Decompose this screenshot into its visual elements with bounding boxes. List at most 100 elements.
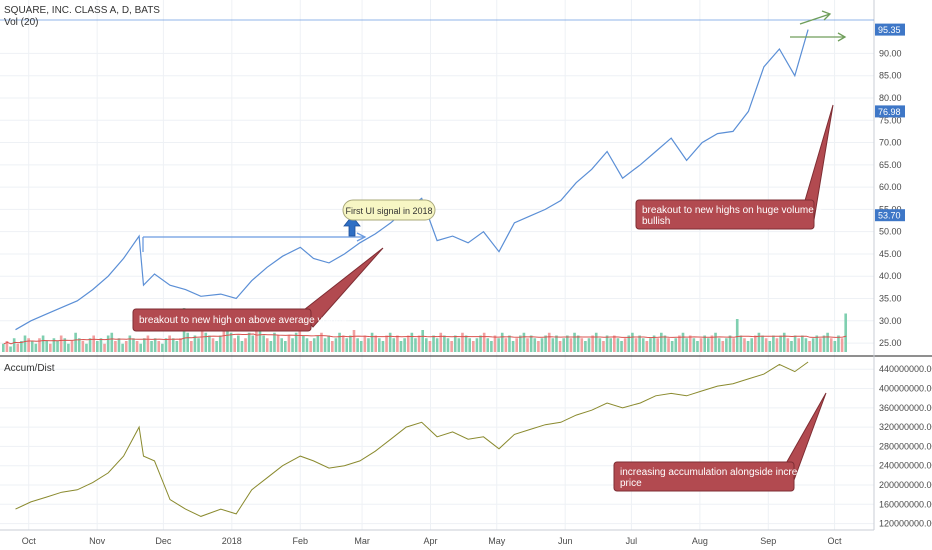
volume-bar (486, 338, 490, 352)
volume-bar (573, 332, 576, 352)
volume-bar (493, 335, 497, 352)
accum-dist-axis-label: 320000000.0000 (879, 422, 932, 432)
volume-bar (399, 341, 403, 352)
volume-bar (844, 313, 847, 352)
volume-bar (349, 335, 352, 352)
volume-bar (359, 341, 363, 352)
volume-bar (551, 338, 555, 352)
volume-bar (85, 343, 88, 352)
volume-bar (226, 327, 229, 352)
volume-bar (511, 341, 515, 352)
price-axis[interactable]: 25.0030.0035.0040.0045.0050.0055.0060.00… (879, 48, 902, 348)
volume-bar (316, 335, 320, 352)
accum-dist-axis-label: 360000000.0000 (879, 403, 932, 413)
volume-bar (663, 335, 667, 352)
volume-bar (381, 341, 385, 352)
volume-bar (764, 338, 768, 352)
volume-bar (432, 335, 435, 352)
price-axis-label: 50.00 (879, 227, 902, 237)
volume-bar (27, 338, 30, 352)
volume-bar (801, 335, 804, 352)
signal-note-bubble (342, 199, 436, 221)
volume-bar (251, 335, 255, 352)
volume-bar (522, 332, 526, 352)
volume-bar (537, 341, 540, 352)
volume-bar (808, 341, 811, 352)
volume-bar (840, 338, 844, 352)
volume-bar (161, 343, 164, 352)
price-axis-label: 75.00 (879, 115, 902, 125)
callout-2-text-line-1: breakout to new highs on huge volume is (642, 205, 824, 216)
volume-bar (110, 332, 114, 352)
volume-bar (323, 338, 327, 352)
volume-bar (374, 335, 377, 352)
volume-bar (504, 338, 508, 352)
breakout-drawing-1[interactable] (142, 232, 367, 252)
volume-bar (363, 335, 367, 352)
volume-bar (435, 338, 439, 352)
volume-bar (670, 341, 674, 352)
symbol-title[interactable]: SQUARE, INC. CLASS A, D, BATS (4, 5, 160, 16)
volume-bar (627, 335, 631, 352)
volume-bar (291, 338, 294, 352)
accum-dist-indicator-label[interactable]: Accum/Dist (4, 363, 55, 374)
volume-bar (200, 330, 204, 352)
volume-bar (743, 338, 746, 352)
volume-bar (685, 338, 688, 352)
volume-bar (790, 341, 793, 352)
callout-3[interactable]: increasing accumulation alongside increa… (613, 392, 827, 492)
volume-bar (67, 343, 70, 352)
volume-bar (117, 338, 121, 352)
callout-2-text-line-2: bullish (642, 216, 670, 227)
signal-note[interactable]: First UI signal in 2018 (342, 199, 436, 221)
time-axis[interactable]: Oct Nov Dec 2018 Feb Mar Apr May Jun Jul Aug Sep Oct (22, 536, 842, 546)
accum-dist-axis-label: 240000000.0000 (879, 461, 932, 471)
time-axis-label: Jul (626, 536, 638, 546)
price-badge-label: 76.98 (878, 107, 901, 117)
accum-dist-axis[interactable]: 120000000.0000 160000000.0000 200000000.00… (879, 364, 932, 528)
volume-bar (287, 335, 291, 352)
volume-indicator-label[interactable]: Vol (20) (4, 17, 38, 28)
volume-bar (70, 341, 74, 352)
volume-bar (482, 332, 486, 352)
volume-bar (327, 335, 330, 352)
volume-bar (826, 332, 829, 352)
price-axis-label: 45.00 (879, 249, 902, 259)
volume-bar (146, 335, 150, 352)
volume-bar (240, 341, 244, 352)
callout-3-text-line-2: price (620, 478, 642, 489)
time-axis-label: Oct (827, 536, 842, 546)
volume-bar (829, 338, 833, 352)
volume-bar (56, 341, 59, 352)
volume-bar (555, 335, 558, 352)
volume-bar (645, 341, 649, 352)
volume-bar (819, 338, 822, 352)
volume-bar (164, 338, 168, 352)
volume-bar (681, 332, 685, 352)
time-axis-label: 2018 (222, 536, 242, 546)
volume-bar (717, 338, 721, 352)
volume-bar (667, 338, 670, 352)
volume-bar (179, 338, 182, 352)
volume-bar (114, 341, 117, 352)
trend-arrow-line[interactable] (799, 13, 831, 25)
price-badge (875, 209, 905, 222)
callout-2[interactable]: breakout to new highs on huge volume is … (635, 104, 834, 230)
volume-bar (81, 341, 85, 352)
price-badges: 95.35 76.98 53.70 (875, 23, 905, 222)
callout-1[interactable]: breakout to new high on above average vo… (132, 247, 384, 332)
accum-dist-line[interactable] (15, 361, 809, 517)
accum-dist-axis-label: 400000000.0000 (879, 384, 932, 394)
breakout-drawing-2[interactable] (790, 10, 847, 42)
volume-bar (132, 338, 135, 352)
grid-lines (0, 0, 874, 530)
callout-3-text-line-1: increasing accumulation alongside increa… (620, 467, 821, 478)
volume-bar (229, 332, 233, 352)
volume-bar (34, 343, 38, 352)
volume-bar (500, 332, 504, 352)
volume-bar (775, 338, 779, 352)
volume-bar (338, 332, 341, 352)
callout-1-text: breakout to new high on above average vo… (139, 315, 350, 326)
volume-bar (634, 338, 638, 352)
